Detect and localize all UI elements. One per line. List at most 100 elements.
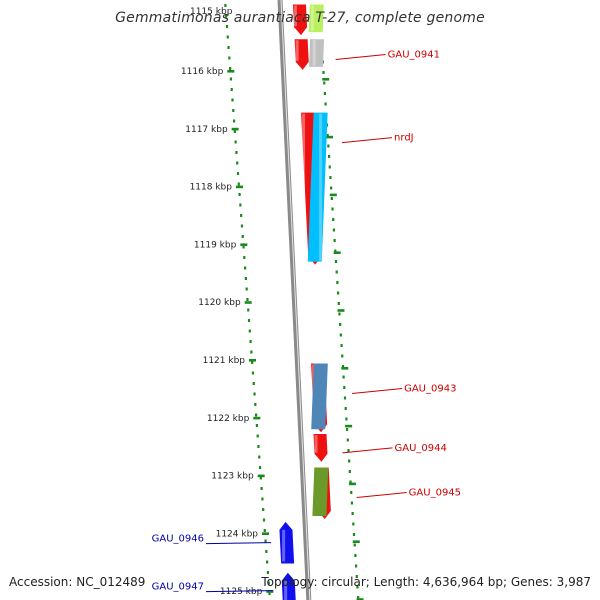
axis-dot-left (232, 119, 236, 123)
axis-dot-left (224, 4, 227, 7)
gene-arrow[interactable] (292, 4, 308, 36)
axis-dot-right (339, 333, 342, 337)
axis-dot-left (225, 25, 229, 28)
gene-GAU_0940[interactable] (292, 4, 324, 36)
gene-GAU_0941[interactable] (294, 39, 325, 70)
axis-dot-left (261, 497, 264, 501)
axis-dot-left (247, 319, 251, 322)
axis-dot-left (239, 203, 242, 207)
tick-mark (240, 243, 248, 246)
cog-bar (311, 363, 328, 430)
tick-mark-right (348, 482, 356, 486)
axis-dot-left (238, 193, 241, 196)
gene-label-GAU_0945[interactable]: GAU_0945 (409, 488, 461, 499)
accession-text: Accession: NC_012489 (9, 575, 146, 589)
axis-dot-left (227, 46, 230, 49)
axis-dot-left (245, 287, 248, 291)
cog-bar (308, 39, 325, 67)
axis-dot-left (251, 371, 255, 375)
axis-dot-left (241, 235, 244, 238)
axis-dot-right (332, 218, 335, 221)
cog-bar-shine (312, 40, 316, 66)
tick-mark (227, 70, 235, 73)
axis-dot-right (353, 543, 356, 547)
axis-dot-right (343, 396, 347, 400)
gene-arrow[interactable] (281, 572, 296, 600)
axis-dot-right (344, 407, 347, 410)
gene-arrow-shine (293, 5, 297, 27)
axis-dot-left (225, 14, 228, 18)
axis-dot-left (230, 88, 233, 91)
axis-dot-left (255, 413, 258, 417)
axis-dot-left (267, 581, 270, 585)
gene-GAU_0945[interactable] (312, 467, 337, 519)
gene-arrow[interactable] (313, 433, 328, 462)
axis-dot-right (336, 281, 339, 284)
gene-arrow-shine (302, 113, 306, 256)
axis-dot-left (240, 224, 244, 228)
gene-label-GAU_0946[interactable]: GAU_0946 (152, 534, 204, 545)
axis-dot-left (246, 298, 249, 301)
tick-mark-right (341, 367, 349, 370)
gene-arrow-shine (284, 580, 288, 600)
cog-bar (312, 467, 329, 516)
axis-dot-right (351, 512, 354, 515)
axis-dot-right (340, 344, 343, 347)
gene-nrdJ[interactable] (301, 112, 328, 265)
axis-dot-right (326, 134, 329, 137)
axis-dot-left (242, 245, 245, 249)
axis-dot-right (323, 81, 326, 85)
axis-dot-left (260, 487, 263, 490)
tick-mark (249, 359, 256, 362)
gene-label-GAU_0941[interactable]: GAU_0941 (388, 50, 440, 61)
tick-mark-right (329, 193, 337, 197)
tick-mark (266, 590, 274, 593)
tick-mark (257, 474, 265, 478)
tick-label: 1118 kbp (190, 183, 233, 193)
gene-label-leader (352, 387, 403, 394)
axis-dot-right (350, 491, 353, 494)
axis-dot-right (329, 176, 332, 179)
axis-dot-right (336, 291, 340, 295)
tick-label: 1122 kbp (207, 414, 250, 424)
axis-dot-left (265, 550, 268, 553)
gene-GAU_0943[interactable] (311, 363, 333, 433)
gene-label-leader (205, 542, 272, 545)
axis-dot-left (252, 382, 255, 385)
axis-dot-right (322, 71, 325, 74)
axis-dot-left (237, 182, 240, 186)
tick-mark-right (356, 598, 364, 600)
axis-dot-left (228, 56, 231, 60)
gene-label-GAU_0944[interactable]: GAU_0944 (394, 443, 446, 454)
genome-backbone (277, 0, 312, 600)
gene-label-leader (342, 137, 393, 144)
gene-label-GAU_0947[interactable]: GAU_0947 (152, 582, 204, 593)
gene-arrow-shine (314, 434, 318, 453)
axis-dot-left (262, 508, 265, 511)
gene-label-GAU_0943[interactable]: GAU_0943 (404, 383, 456, 394)
axis-dot-right (333, 239, 336, 242)
axis-dot-left (262, 518, 266, 522)
axis-dot-left (232, 109, 235, 112)
gene-arrow[interactable] (279, 521, 295, 564)
gene-arrow[interactable] (294, 39, 309, 70)
axis-dot-right (341, 354, 344, 358)
axis-dot-right (350, 501, 354, 505)
gene-GAU_0947[interactable] (281, 572, 296, 600)
axis-dot-left (250, 350, 253, 354)
axis-dot-left (257, 445, 260, 448)
tick-label: 1121 kbp (203, 356, 246, 366)
axis-dot-left (258, 455, 261, 459)
gene-label-nrdJ[interactable]: nrdJ (394, 133, 414, 144)
axis-dot-left (248, 329, 251, 333)
gene-GAU_0946[interactable] (279, 521, 295, 564)
tick-mark (231, 127, 239, 131)
axis-dot-right (355, 575, 358, 578)
gene-GAU_0944[interactable] (313, 433, 328, 462)
axis-dot-right (342, 375, 345, 379)
axis-dot-left (251, 361, 254, 364)
gene-arrow-shine (295, 40, 299, 61)
gene-label-leader (335, 54, 386, 61)
